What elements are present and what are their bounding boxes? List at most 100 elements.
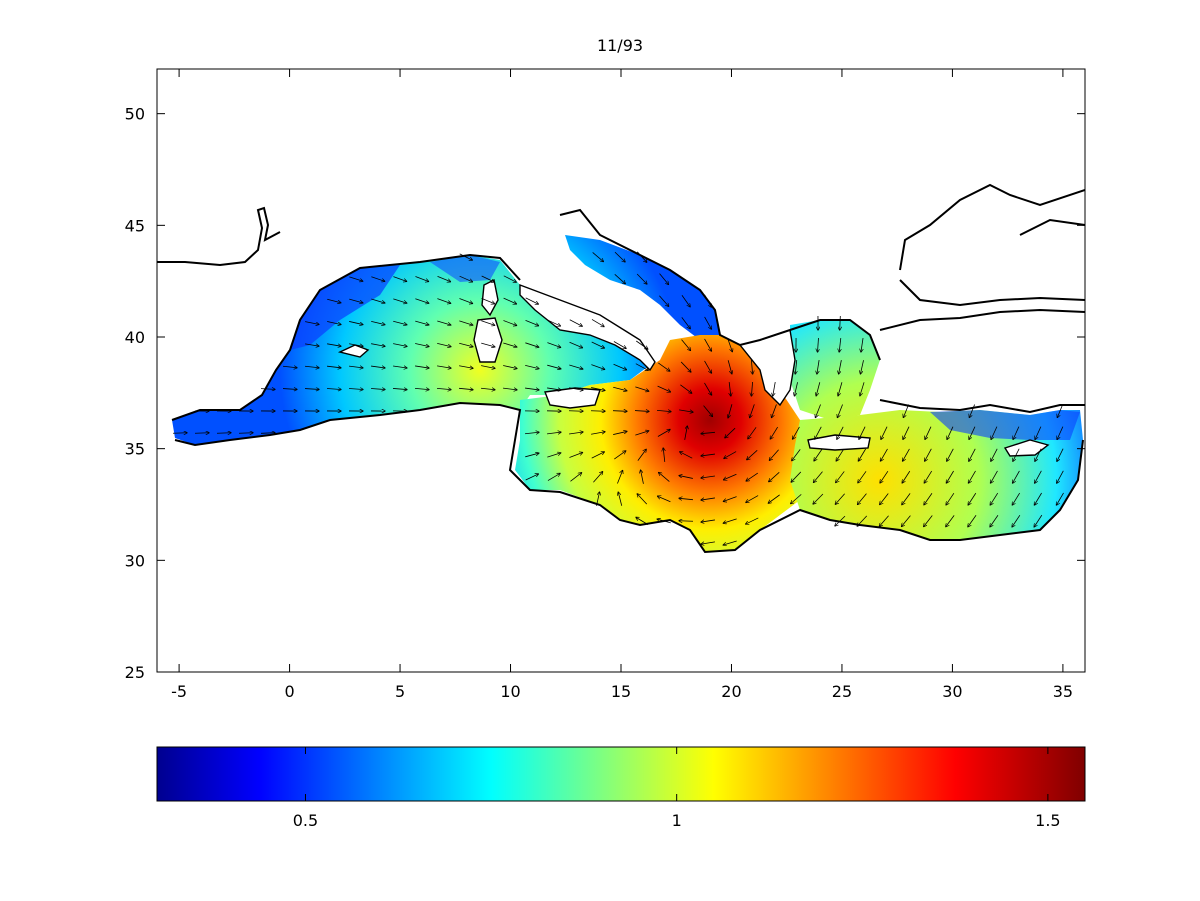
vector-arrow	[459, 320, 472, 325]
vector-arrow	[437, 275, 451, 281]
vector-arrow	[437, 365, 451, 368]
colorbar-tick-label: 1	[672, 811, 682, 830]
vector-arrow	[569, 452, 582, 458]
vector-arrow	[349, 321, 363, 324]
vector-arrow	[547, 387, 561, 390]
vector-arrow	[459, 275, 473, 282]
vector-arrow	[503, 320, 516, 326]
y-tick-label: 40	[125, 328, 145, 347]
vector-arrow	[524, 432, 539, 433]
vector-arrow	[924, 515, 933, 526]
vector-arrow	[459, 253, 473, 260]
x-tick-label: 20	[721, 682, 741, 701]
vector-arrow	[947, 448, 954, 461]
vector-arrow	[613, 341, 626, 349]
vector-arrow	[613, 386, 627, 390]
vector-arrow	[903, 448, 910, 461]
coast-iberia-france	[171, 253, 521, 421]
vector-arrow	[260, 389, 275, 390]
vector-arrow	[282, 389, 297, 390]
vector-arrow	[547, 364, 561, 369]
vector-arrow	[613, 363, 627, 369]
vector-arrow	[968, 470, 976, 483]
vector-arrow	[924, 493, 933, 504]
vector-arrow	[990, 492, 999, 505]
island-balearic	[337, 344, 370, 358]
vector-arrow	[437, 343, 451, 346]
vector-arrow	[525, 319, 539, 325]
vector-arrow	[728, 404, 733, 417]
vector-arrow	[729, 382, 731, 396]
x-tick-label: 5	[395, 682, 405, 701]
x-tick-label: 0	[284, 682, 294, 701]
vector-arrow	[701, 476, 715, 478]
vector-arrow	[659, 295, 668, 307]
vector-arrow	[724, 451, 737, 459]
vector-arrow	[746, 472, 759, 481]
vector-arrow	[704, 338, 712, 351]
vector-arrow	[481, 320, 494, 326]
vector-arrow	[991, 426, 998, 440]
x-axis: -5 0 5 10 15 20 25 30 35	[171, 69, 1073, 701]
vector-arrow	[680, 452, 693, 459]
vector-arrow	[393, 343, 407, 347]
vector-arrow	[946, 515, 955, 526]
vector-arrow	[480, 388, 495, 390]
vector-arrow	[679, 476, 693, 479]
vector-arrow	[746, 517, 759, 524]
vector-arrow	[881, 426, 888, 440]
vector-arrow	[725, 427, 736, 438]
vector-arrow	[835, 493, 845, 504]
vector-arrow	[614, 251, 625, 262]
vector-arrow	[1034, 514, 1043, 527]
vector-arrow	[836, 471, 845, 482]
vector-arrow	[704, 360, 712, 373]
vector-arrow	[859, 426, 866, 440]
vector-arrow	[1035, 448, 1042, 462]
vector-arrow	[415, 343, 429, 347]
vector-arrow	[724, 473, 737, 480]
vector-arrows	[172, 251, 1064, 545]
vector-arrow	[902, 515, 911, 527]
vector-arrow	[503, 365, 517, 369]
vector-arrow	[370, 388, 385, 389]
vector-arrow	[924, 470, 933, 483]
vector-arrow	[590, 411, 605, 412]
aegean-field	[790, 320, 880, 420]
vector-arrow	[770, 426, 779, 439]
vector-arrow	[880, 470, 889, 483]
vector-arrow	[613, 431, 627, 435]
vector-arrow	[614, 451, 625, 460]
vector-arrow	[327, 343, 341, 346]
vector-arrow	[903, 404, 909, 418]
vector-arrow	[791, 494, 802, 503]
vector-arrow	[282, 366, 297, 368]
vector-arrow	[591, 387, 605, 391]
x-tick-label: 15	[611, 682, 631, 701]
vector-arrow	[614, 274, 625, 283]
vector-arrow	[902, 470, 911, 483]
vector-arrow	[880, 448, 888, 461]
vector-arrow	[835, 515, 846, 526]
vector-arrow	[817, 360, 820, 374]
vector-arrow	[684, 426, 688, 440]
vector-arrow	[902, 493, 911, 504]
vector-arrow	[635, 431, 648, 436]
x-tick-label: 10	[500, 682, 520, 701]
vector-arrow	[305, 321, 319, 325]
vector-arrow	[414, 388, 429, 389]
island-sardinia	[473, 317, 503, 363]
vector-arrow	[746, 495, 759, 503]
vector-arrow	[658, 362, 669, 371]
vector-arrow	[751, 359, 752, 374]
vector-arrow	[415, 320, 428, 325]
vector-arrow	[393, 276, 406, 282]
vector-arrow	[679, 409, 693, 412]
vector-arrow	[857, 515, 868, 526]
vector-arrow	[968, 515, 977, 526]
vector-arrow	[1056, 492, 1064, 505]
vector-arrow	[437, 320, 450, 325]
vector-arrow	[216, 433, 231, 434]
y-tick-label: 35	[125, 440, 145, 459]
vector-arrow	[304, 389, 319, 390]
